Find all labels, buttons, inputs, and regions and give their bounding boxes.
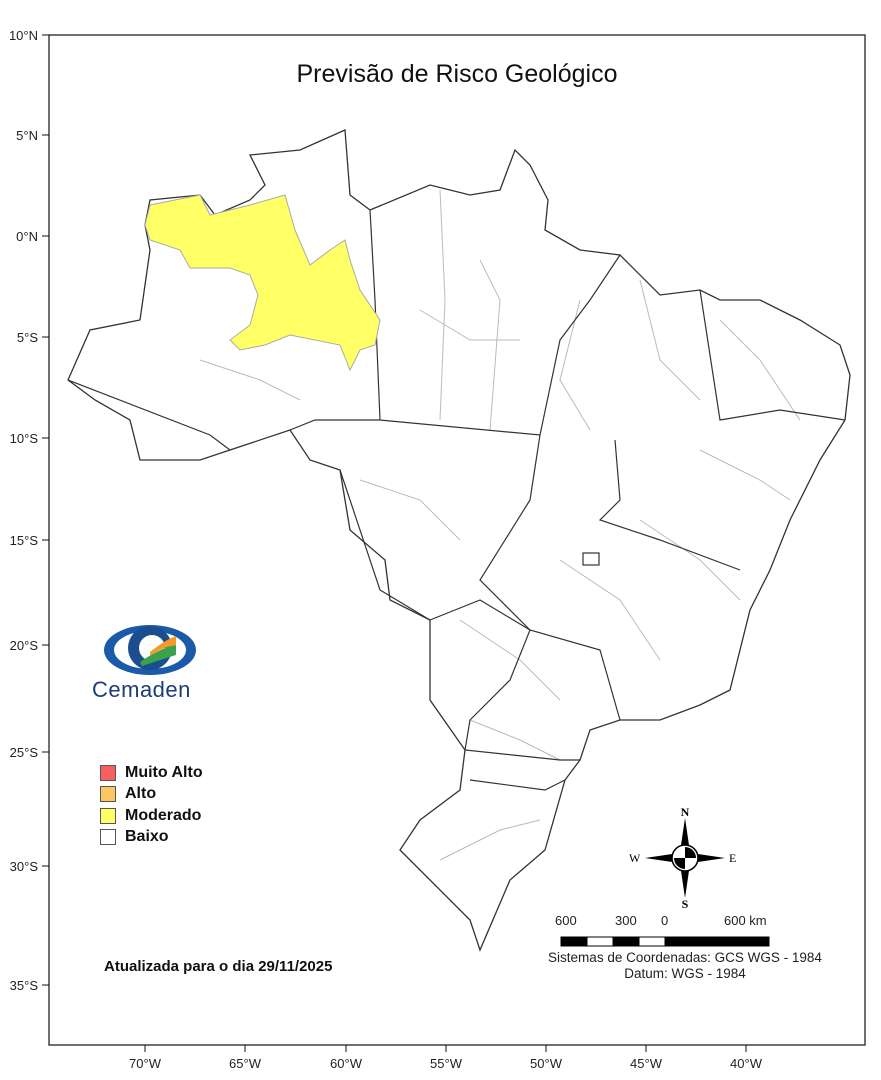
legend-swatch xyxy=(100,807,116,824)
legend-swatch xyxy=(100,786,116,803)
lat-tick-label: 0°N xyxy=(16,229,38,244)
legend-item: Moderado xyxy=(100,805,203,827)
lon-tick-label: 40°W xyxy=(730,1056,763,1071)
compass-w: W xyxy=(629,851,641,865)
lon-tick-label: 70°W xyxy=(129,1056,162,1071)
lat-tick-label: 10°N xyxy=(9,28,38,43)
scale-label: 0 xyxy=(661,913,669,928)
legend-label: Alto xyxy=(125,785,157,803)
scale-label: 600 km xyxy=(724,913,767,928)
lon-tick-label: 50°W xyxy=(530,1056,563,1071)
lat-tick-label: 5°N xyxy=(16,128,38,143)
compass-e: E xyxy=(729,851,736,865)
legend-swatch xyxy=(100,764,116,781)
cemaden-logo xyxy=(104,625,196,675)
lat-tick-label: 5°S xyxy=(17,330,38,345)
compass-rose-icon: N S E W xyxy=(629,805,736,911)
scale-label: 300 xyxy=(615,913,637,928)
scale-bar xyxy=(560,936,770,947)
lon-tick-label: 60°W xyxy=(330,1056,363,1071)
legend-label: Muito Alto xyxy=(125,763,203,781)
legend-label: Baixo xyxy=(125,828,169,846)
state-borders xyxy=(67,209,846,791)
updated-date: Atualizada para o dia 29/11/2025 xyxy=(104,958,333,975)
legend-label: Moderado xyxy=(125,806,202,824)
lat-tick-label: 35°S xyxy=(10,978,39,993)
moderate-risk-region xyxy=(144,194,381,372)
lat-tick-label: 25°S xyxy=(10,745,39,760)
lat-tick-label: 20°S xyxy=(10,638,39,653)
lat-tick-label: 30°S xyxy=(10,859,39,874)
lon-tick-label: 45°W xyxy=(630,1056,663,1071)
legend: Muito Alto Alto Moderado Baixo xyxy=(100,762,203,848)
compass-s: S xyxy=(682,897,689,911)
cemaden-logo-text: Cemaden xyxy=(92,677,191,702)
scale-label: 600 xyxy=(555,913,577,928)
municipal-borders xyxy=(199,189,801,861)
compass-n: N xyxy=(681,805,690,819)
legend-item: Baixo xyxy=(100,827,203,849)
lat-tick-label: 15°S xyxy=(10,533,39,548)
legend-swatch xyxy=(100,829,116,846)
lon-tick-label: 65°W xyxy=(229,1056,262,1071)
legend-item: Alto xyxy=(100,784,203,806)
lon-tick-label: 55°W xyxy=(430,1056,463,1071)
lat-tick-label: 10°S xyxy=(10,431,39,446)
coordinate-system: Sistemas de Coordenadas: GCS WGS - 1984 xyxy=(548,950,822,965)
legend-item: Muito Alto xyxy=(100,762,203,784)
datum: Datum: WGS - 1984 xyxy=(624,966,746,981)
page-title: Previsão de Risco Geológico xyxy=(296,60,618,88)
